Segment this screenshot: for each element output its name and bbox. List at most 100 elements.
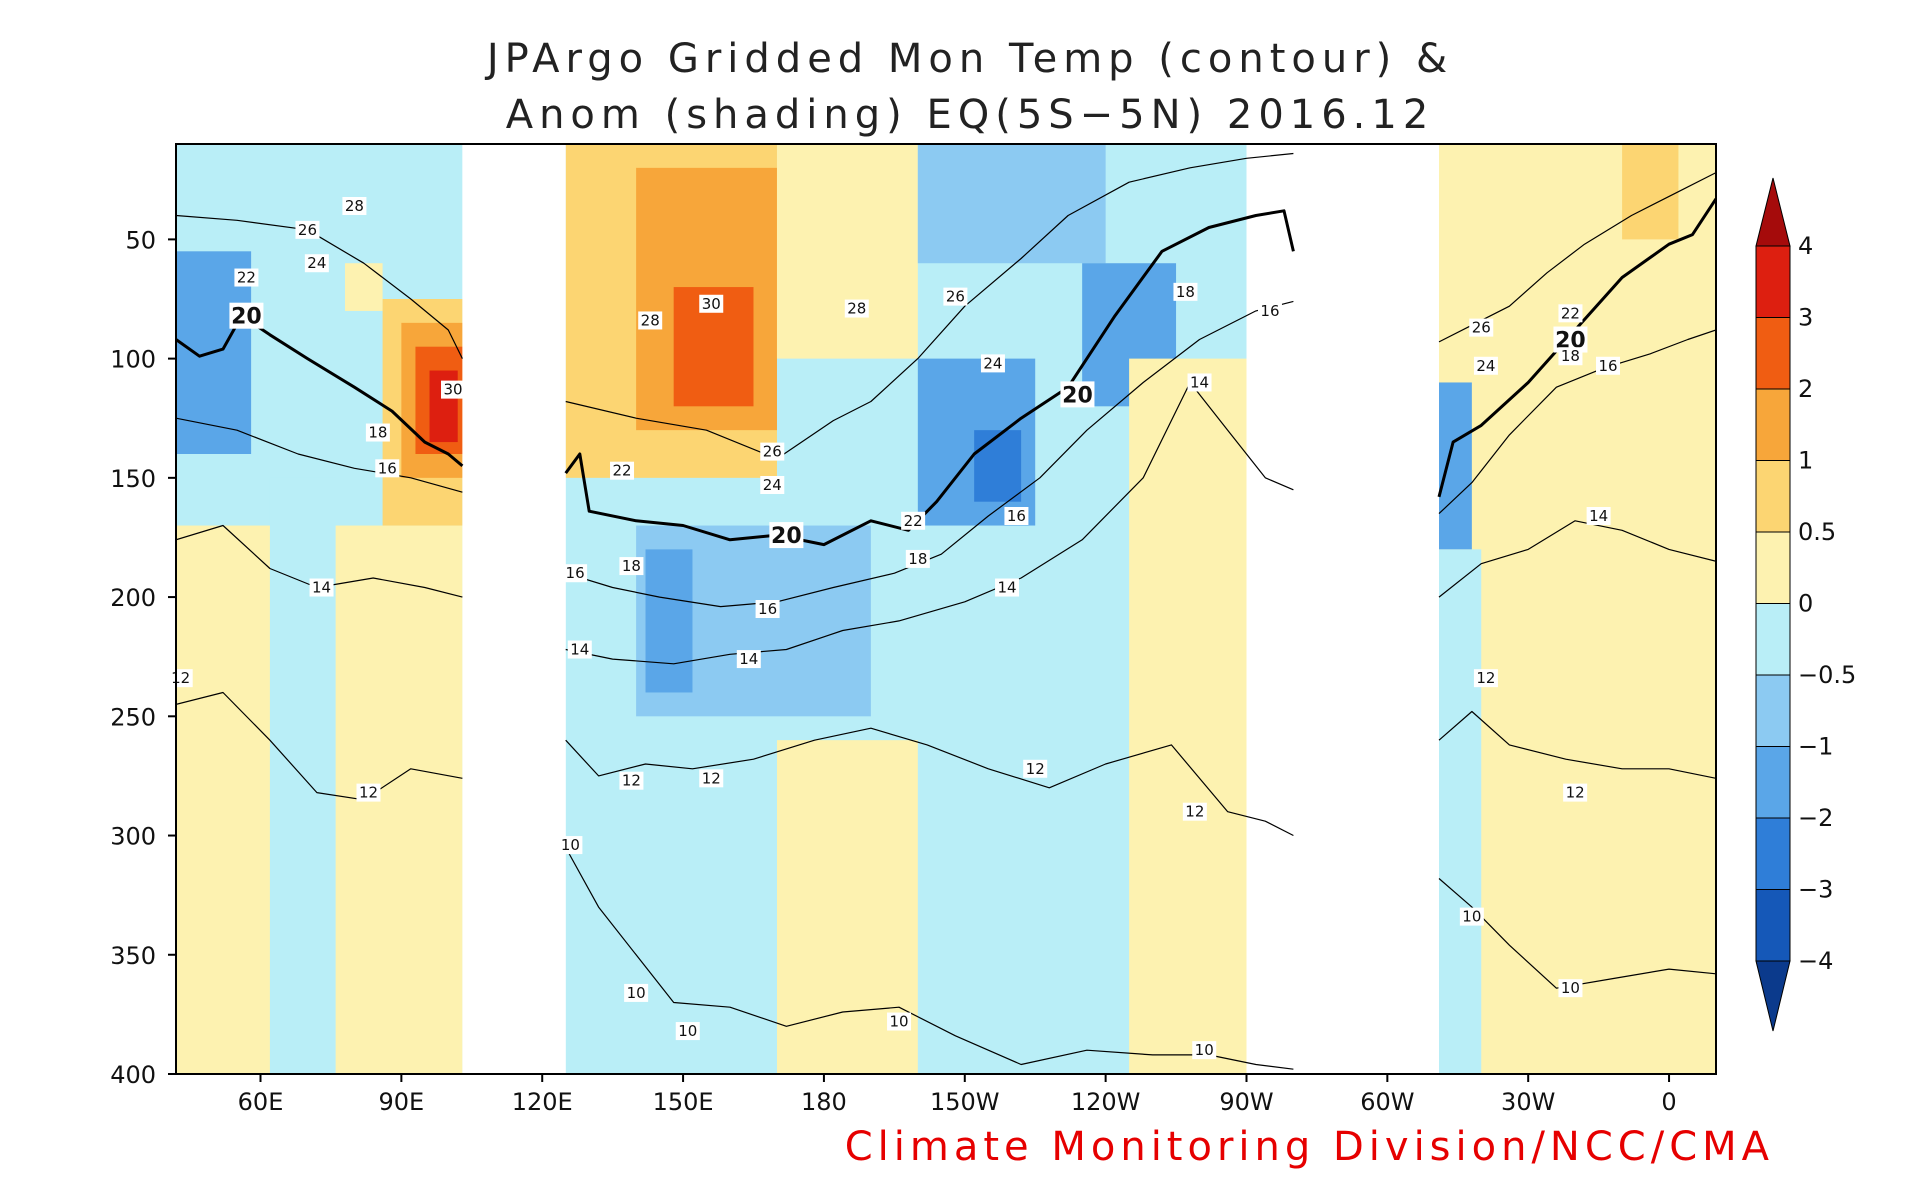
x-tick-label: 90W [1219, 1088, 1273, 1116]
x-axis: 60E 90E 120E 150E 180 150W 120W 90W 60W 30W 0 [238, 1074, 1677, 1116]
contour-label-13: 28 [844, 299, 869, 318]
anomaly-cell-13 [776, 144, 918, 359]
contour-label-bg [901, 511, 926, 530]
x-tick-label: 60W [1360, 1088, 1414, 1116]
contour-label-bg [1060, 381, 1095, 408]
contour-label-text: 22 [612, 462, 631, 480]
contour-label-bg [1257, 301, 1282, 320]
y-tick-label: 100 [110, 346, 156, 374]
colorbar-box-8 [1755, 817, 1791, 890]
contour-label-text: 10 [678, 1022, 697, 1040]
missing-band-1 [1302, 144, 1439, 1074]
x-tick-label: 120W [1071, 1088, 1141, 1116]
contour-label-text: 10 [561, 836, 580, 854]
contour-14-segment-1 [565, 381, 1294, 665]
contour-label-bg [567, 640, 592, 659]
contour-label-19: 18 [619, 557, 644, 576]
contour-label-bg [1192, 1041, 1217, 1060]
contour-label-43: 24 [1473, 356, 1498, 375]
contour-label-text: 26 [946, 288, 965, 306]
contour-label-text: 24 [307, 254, 326, 272]
anomaly-cell-26 [1622, 144, 1679, 240]
contour-label-bg [1586, 507, 1611, 525]
contour-label-text: 14 [312, 579, 331, 597]
colorbar-label: 1 [1798, 447, 1813, 475]
contour-label-bg [168, 669, 193, 688]
contour-label-bg [356, 783, 381, 802]
contour-label-bg [295, 220, 320, 239]
anomaly-shading [176, 144, 1716, 1074]
contour-label-bg [1173, 282, 1198, 301]
contour-12-segment-0 [176, 691, 463, 801]
contour-label-text: 12 [359, 784, 378, 802]
contour-label-bg [760, 476, 785, 494]
contour-label-6: 18 [365, 423, 390, 442]
contour-label-text: 16 [566, 564, 585, 582]
contour-label-bg [1459, 907, 1484, 926]
contour-label-bg [342, 197, 367, 215]
contour-label-bg [441, 380, 466, 399]
contour-label-text: 10 [1462, 908, 1481, 926]
contour-label-text: 18 [368, 424, 387, 442]
contour-label-2: 24 [304, 254, 329, 273]
contour-label-12: 28 [638, 311, 663, 330]
contour-label-bg [234, 268, 259, 287]
contour-label-text: 14 [570, 641, 589, 659]
contour-label-bg [760, 442, 785, 461]
contour-label-text: 18 [1561, 347, 1580, 365]
contour-label-3: 22 [234, 268, 259, 287]
contour-label-8: 14 [309, 578, 334, 597]
contour-label-text: 26 [298, 221, 317, 239]
contour-label-51: 10 [1459, 907, 1484, 926]
contour-label-23: 12 [619, 771, 644, 790]
colorbar-label: 3 [1798, 304, 1813, 332]
contour-label-28: 10 [887, 1012, 912, 1031]
contour-label-text: 14 [997, 579, 1016, 597]
contour-label-44: 22 [1558, 304, 1583, 323]
contour-label-text: 18 [622, 557, 641, 575]
contour-label-text: 16 [758, 600, 777, 618]
contour-label-text: 20 [771, 524, 802, 549]
contour-label-text: 22 [1561, 304, 1580, 322]
contour-label-bg [638, 311, 663, 330]
credit-text: Climate Monitoring Division/NCC/CMA [845, 1124, 1774, 1170]
contour-label-17: 20 [769, 522, 804, 549]
colorbar-box-4 [1755, 531, 1791, 604]
contour-label-bg [558, 836, 583, 855]
contour-label-34: 16 [1004, 507, 1029, 525]
contour-label-bg [1558, 979, 1583, 998]
colorbar-box-6 [1755, 674, 1791, 747]
contour-label-48: 14 [1586, 507, 1611, 525]
contour-label-bg [1558, 304, 1583, 323]
contour-label-text: 20 [1062, 383, 1093, 408]
contour-label-bg [995, 578, 1020, 597]
contour-label-text: 12 [702, 769, 721, 787]
contour-label-text: 24 [1476, 357, 1495, 375]
contour-label-bg [304, 254, 329, 273]
contour-label-text: 12 [622, 772, 641, 790]
colorbar-extend-bottom [1755, 960, 1791, 1032]
contour-16-segment-2 [1438, 329, 1716, 515]
colorbar-box-9 [1755, 889, 1791, 962]
contour-label-bg [229, 302, 264, 329]
contour-label-24: 12 [699, 769, 724, 788]
contour-label-32: 18 [905, 549, 930, 568]
contour-label-9: 12 [168, 669, 193, 688]
contour-label-1: 26 [295, 220, 320, 239]
x-tick-label: 60E [238, 1088, 284, 1116]
contour-label-50: 12 [1563, 783, 1588, 802]
contour-label-text: 18 [908, 550, 927, 568]
y-axis: 50 100 150 200 250 300 350 400 [110, 226, 176, 1089]
contour-label-bg [563, 564, 588, 583]
y-tick-label: 400 [110, 1061, 156, 1089]
colorbar-label: 4 [1798, 232, 1813, 260]
contour-label-text: 26 [763, 443, 782, 461]
contour-label-bg [624, 983, 649, 1002]
y-tick-label: 50 [125, 226, 156, 254]
contour-label-31: 22 [901, 511, 926, 530]
contour-label-bg [1473, 356, 1498, 375]
contour-label-text: 30 [702, 295, 721, 313]
contour-label-bg [675, 1022, 700, 1041]
contour-label-bg [699, 294, 724, 313]
contour-label-text: 16 [1007, 507, 1026, 525]
